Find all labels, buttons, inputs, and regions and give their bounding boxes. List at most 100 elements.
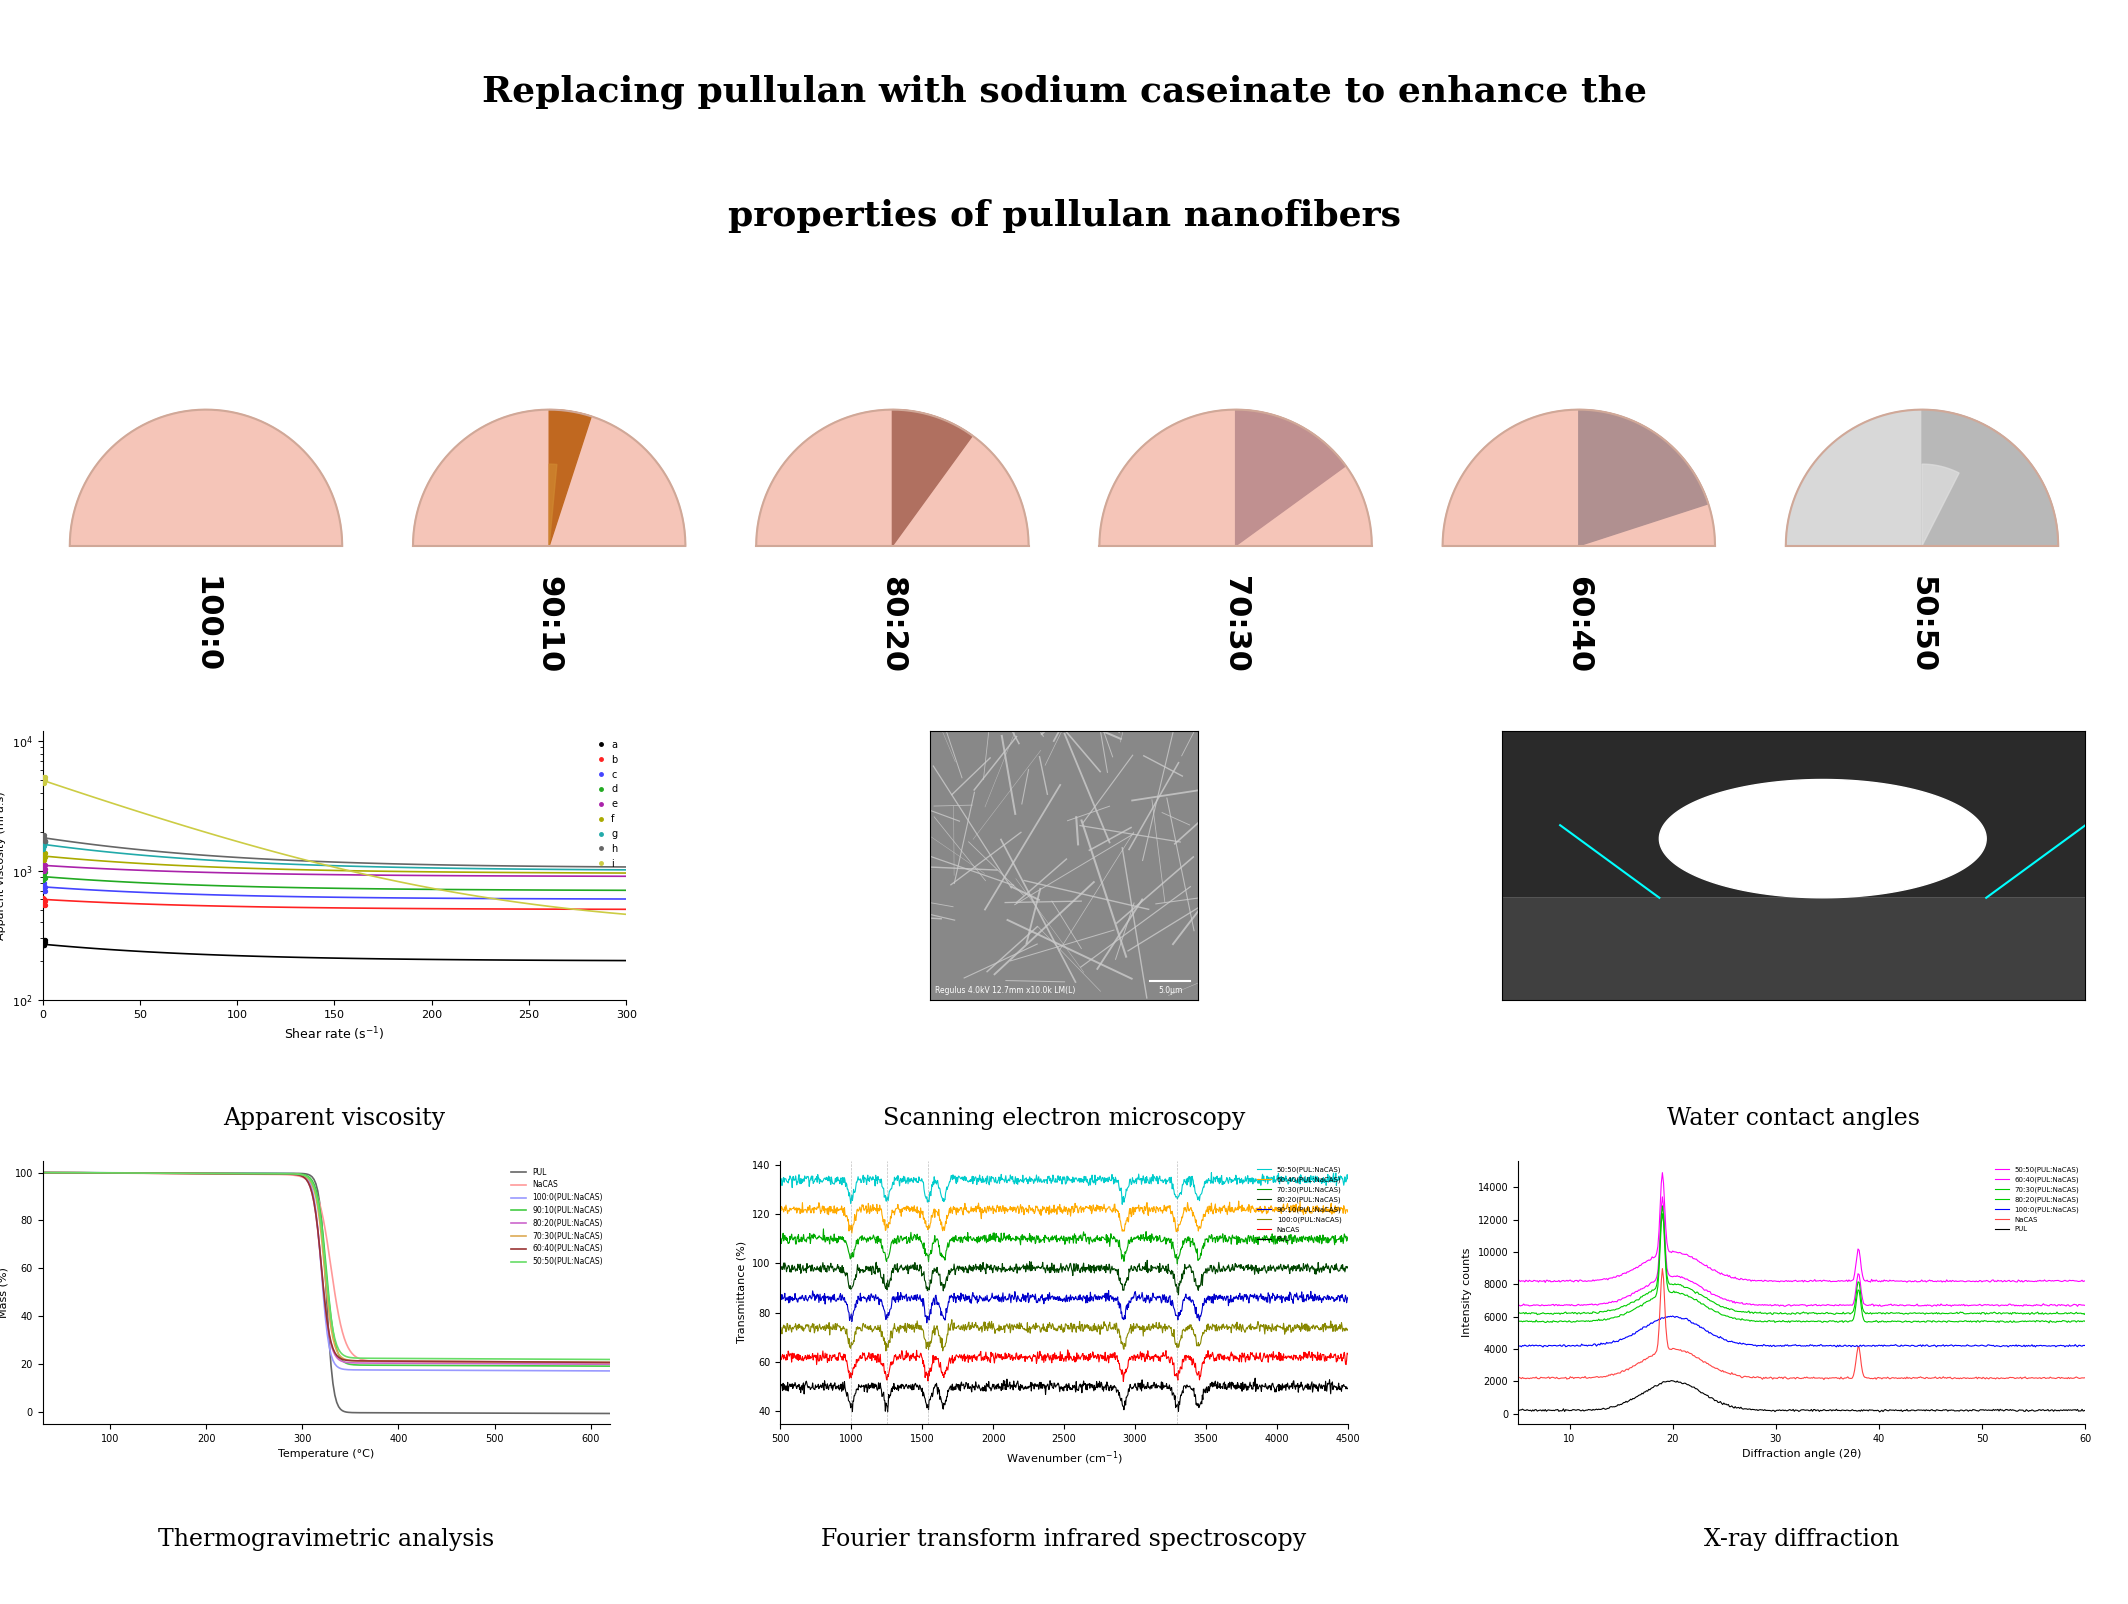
Legend: 50:50(PUL:NaCAS), 60:40(PUL:NaCAS), 70:30(PUL:NaCAS), 80:20(PUL:NaCAS), 90:10(PU: 50:50(PUL:NaCAS), 60:40(PUL:NaCAS), 70:3… [1256, 1165, 1345, 1245]
NaCAS [545, 1354, 570, 1373]
Point [28, 932, 62, 958]
PUL [1017, 1373, 1043, 1392]
50:50(PUL:NaCAS) [509, 1349, 534, 1368]
100:0(PUL:NaCAS) [1221, 1318, 1247, 1338]
PUL [1813, 1400, 1839, 1420]
100:0(PUL:NaCAS) [938, 1310, 964, 1330]
Point [26, 837, 60, 863]
NaCAS [1221, 1346, 1247, 1365]
100:0(PUL:NaCAS) [1973, 1336, 1998, 1355]
90:10(PUL:NaCAS) [768, 1286, 794, 1306]
70:30(PUL:NaCAS) [32, 1163, 57, 1182]
50:50(PUL:NaCAS) [366, 1349, 392, 1368]
Y-axis label: Intensity counts: Intensity counts [1462, 1248, 1473, 1338]
Point [28, 823, 62, 849]
Point [28, 767, 62, 792]
80:20(PUL:NaCAS) [1971, 1310, 1996, 1330]
PUL [1221, 1378, 1247, 1397]
Point [28, 829, 62, 855]
Line: 70:30(PUL:NaCAS): 70:30(PUL:NaCAS) [1517, 1206, 2085, 1315]
50:50(PUL:NaCAS) [1973, 1272, 1998, 1291]
80:20(PUL:NaCAS) [826, 1259, 851, 1278]
Point [26, 930, 60, 956]
60:40(PUL:NaCAS) [768, 1200, 794, 1219]
70:30(PUL:NaCAS) [1815, 1302, 1841, 1322]
60:40(PUL:NaCAS) [1504, 1296, 1530, 1315]
90:10(PUL:NaCAS) [1221, 1288, 1247, 1307]
Point [26, 932, 60, 958]
Point [28, 770, 62, 796]
Point [28, 845, 62, 871]
60:40(PUL:NaCAS) [1649, 1187, 1675, 1206]
50:50(PUL:NaCAS) [1815, 1272, 1841, 1291]
Point [28, 929, 62, 954]
PUL [2062, 1400, 2088, 1420]
Point [28, 852, 62, 877]
70:30(PUL:NaCAS) [1524, 1306, 1549, 1325]
80:20(PUL:NaCAS) [1779, 1312, 1805, 1331]
Polygon shape [1236, 409, 1345, 545]
60:40(PUL:NaCAS) [1211, 1197, 1236, 1216]
Point [26, 824, 60, 850]
70:30(PUL:NaCAS) [598, 1352, 624, 1371]
PUL [1845, 1402, 1871, 1421]
Line: 90:10(PUL:NaCAS): 90:10(PUL:NaCAS) [43, 1173, 611, 1367]
90:10(PUL:NaCAS) [1211, 1288, 1236, 1307]
100:0(PUL:NaCAS) [1334, 1320, 1360, 1339]
Point [28, 829, 62, 855]
PUL [545, 1404, 570, 1423]
Point [26, 765, 60, 791]
80:20(PUL:NaCAS) [545, 1354, 570, 1373]
Y-axis label: Mass (%): Mass (%) [0, 1267, 9, 1318]
Point [26, 764, 60, 789]
Point [28, 889, 62, 914]
70:30(PUL:NaCAS) [811, 1219, 836, 1238]
100:0(PUL:NaCAS) [1781, 1336, 1807, 1355]
PUL [509, 1404, 534, 1423]
70:30(PUL:NaCAS) [377, 1352, 402, 1371]
60:40(PUL:NaCAS) [2073, 1296, 2098, 1315]
Point [26, 855, 60, 881]
60:40(PUL:NaCAS) [1287, 1192, 1313, 1211]
100:0(PUL:NaCAS) [377, 1360, 402, 1379]
80:20(PUL:NaCAS) [32, 1163, 57, 1182]
Polygon shape [1579, 409, 1709, 545]
Line: PUL: PUL [781, 1378, 1347, 1412]
60:40(PUL:NaCAS) [1017, 1201, 1043, 1221]
PUL [1211, 1375, 1236, 1394]
100:0(PUL:NaCAS) [368, 1360, 394, 1379]
50:50(PUL:NaCAS) [30, 1163, 55, 1182]
Point [28, 767, 62, 792]
PUL [1334, 1379, 1360, 1399]
60:40(PUL:NaCAS) [30, 1163, 55, 1182]
Polygon shape [1922, 464, 1960, 545]
NaCAS [1017, 1347, 1043, 1367]
50:50(PUL:NaCAS) [1781, 1272, 1807, 1291]
Point [28, 879, 62, 905]
Line: 50:50(PUL:NaCAS): 50:50(PUL:NaCAS) [43, 1173, 611, 1360]
PUL [1973, 1400, 1998, 1420]
NaCAS [1815, 1368, 1841, 1387]
70:30(PUL:NaCAS) [1164, 1254, 1190, 1274]
PUL [875, 1402, 900, 1421]
PUL [1777, 1400, 1802, 1420]
Polygon shape [1922, 409, 2058, 545]
Polygon shape [413, 409, 685, 545]
Line: 100:0(PUL:NaCAS): 100:0(PUL:NaCAS) [1517, 1315, 2085, 1347]
50:50(PUL:NaCAS) [545, 1349, 570, 1368]
50:50(PUL:NaCAS) [377, 1349, 402, 1368]
70:30(PUL:NaCAS) [2062, 1304, 2088, 1323]
NaCAS [509, 1354, 534, 1373]
70:30(PUL:NaCAS) [1777, 1304, 1802, 1323]
90:10(PUL:NaCAS) [915, 1314, 941, 1333]
PUL [377, 1404, 402, 1423]
80:20(PUL:NaCAS) [1134, 1251, 1160, 1270]
90:10(PUL:NaCAS) [30, 1163, 55, 1182]
PUL [368, 1404, 394, 1423]
PUL [1504, 1400, 1530, 1420]
Point [28, 858, 62, 884]
PUL [1866, 1402, 1892, 1421]
100:0(PUL:NaCAS) [545, 1362, 570, 1381]
70:30(PUL:NaCAS) [1781, 1304, 1807, 1323]
NaCAS [1211, 1351, 1236, 1370]
